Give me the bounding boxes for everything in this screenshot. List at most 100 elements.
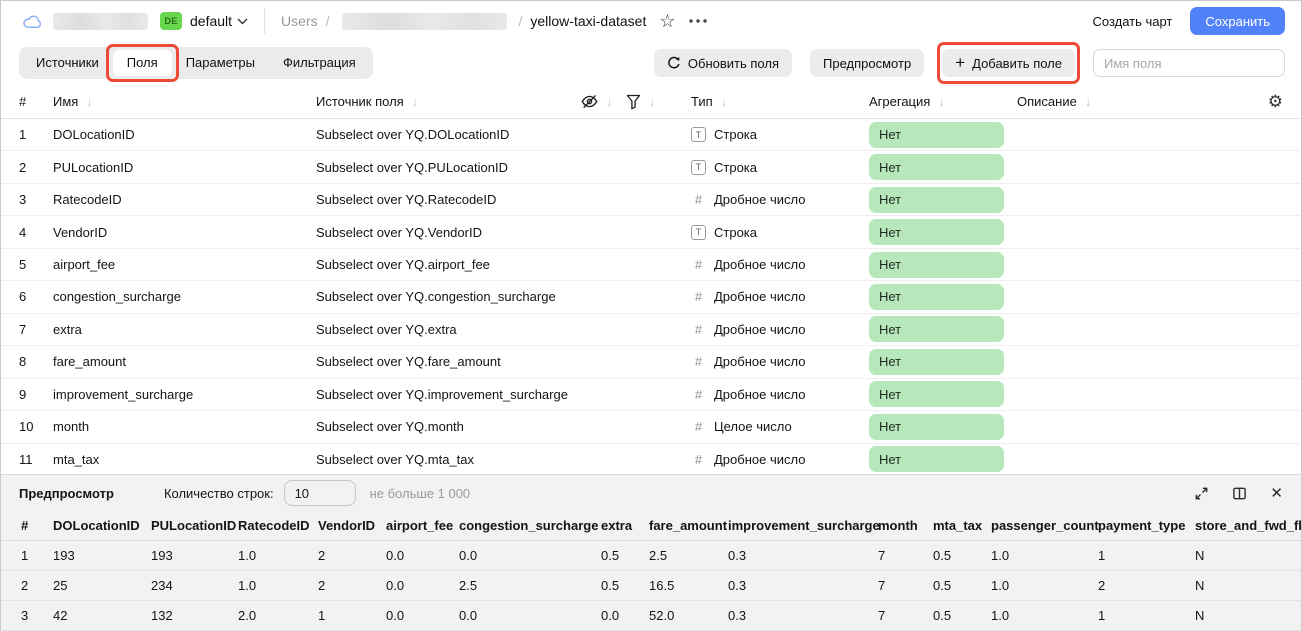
preview-cell: 193 [53, 548, 75, 563]
create-chart-button[interactable]: Создать чарт [1092, 13, 1173, 29]
folder-switcher[interactable]: default [190, 13, 248, 29]
field-name[interactable]: extra [53, 321, 82, 337]
field-name[interactable]: mta_tax [53, 451, 100, 467]
expand-preview-icon[interactable] [1194, 486, 1209, 501]
preview-cell: 1 [318, 608, 326, 623]
tab-parameters[interactable]: Параметры [185, 55, 255, 70]
preview-cell: 3 [21, 608, 29, 623]
preview-table-body: 1 193 193 1.0 2 0.0 0.0 0.5 2.5 0.3 7 0.5 1.0 1 N 2 25 23… [1, 541, 1301, 631]
aggregation-badge[interactable]: Нет [869, 219, 1004, 246]
preview-cell: 2 [1098, 578, 1106, 593]
field-type[interactable]: # Целое число [691, 419, 869, 434]
col-hidden[interactable]: ↓ [581, 93, 626, 110]
field-type-label: Дробное число [714, 451, 806, 467]
aggregation-badge[interactable]: Нет [869, 413, 1004, 440]
field-type[interactable]: T Строка [691, 159, 869, 175]
col-aggregation[interactable]: Агрегация ↓ [869, 94, 1017, 109]
split-view-icon[interactable] [1232, 486, 1247, 501]
preview-title: Предпросмотр [19, 485, 114, 501]
field-type[interactable]: # Дробное число [691, 289, 869, 304]
row-count-input[interactable] [283, 480, 356, 506]
preview-col-header: # [21, 518, 29, 533]
preview-cell: 0.5 [933, 578, 952, 593]
aggregation-badge[interactable]: Нет [869, 121, 1004, 148]
field-type[interactable]: # Дробное число [691, 192, 869, 207]
field-name[interactable]: VendorID [53, 224, 108, 240]
table-settings-gear-icon[interactable]: ⚙ [1267, 92, 1283, 111]
col-source[interactable]: Источник поля ↓ [316, 94, 581, 109]
preview-toggle-button[interactable]: Предпросмотр [810, 49, 925, 77]
sort-arrow-icon: ↓ [86, 94, 93, 109]
col-name[interactable]: Имя ↓ [53, 94, 316, 109]
field-row: 1 DOLocationID Subselect over YQ.DOLocatio… [1, 119, 1301, 152]
row-number: 11 [19, 451, 33, 467]
preview-cell: 0.5 [601, 578, 620, 593]
field-type[interactable]: T Строка [691, 127, 869, 143]
preview-col-header: VendorID [318, 518, 376, 533]
preview-col-header: airport_fee [386, 518, 454, 533]
top-bar: DE default Users / / yellow-taxi-dataset… [1, 1, 1301, 41]
field-type[interactable]: # Дробное число [691, 387, 869, 402]
sort-arrow-icon: ↓ [720, 94, 728, 109]
field-type[interactable]: T Строка [691, 224, 869, 240]
field-name[interactable]: DOLocationID [53, 127, 135, 143]
preview-cell: 0.5 [933, 608, 952, 623]
col-type[interactable]: Тип ↓ [691, 94, 869, 109]
field-type[interactable]: # Дробное число [691, 257, 869, 272]
field-type[interactable]: # Дробное число [691, 322, 869, 337]
field-name[interactable]: congestion_surcharge [53, 289, 181, 305]
field-type[interactable]: # Дробное число [691, 354, 869, 369]
env-badge: DE [160, 12, 182, 30]
field-source: Subselect over YQ.mta_tax [316, 451, 475, 467]
aggregation-badge[interactable]: Нет [869, 446, 1004, 473]
col-description[interactable]: Описание ↓ [1017, 94, 1239, 109]
number-type-icon: # [694, 386, 703, 402]
field-row: 3 RatecodeID Subselect over YQ.RatecodeID #… [1, 184, 1301, 217]
aggregation-badge[interactable]: Нет [869, 251, 1004, 278]
field-name[interactable]: improvement_surcharge [53, 386, 194, 402]
sort-arrow-icon: ↓ [606, 94, 613, 109]
field-type-label: Дробное число [714, 257, 806, 273]
tab-fields[interactable]: Поля [105, 44, 179, 82]
field-name-search-input[interactable] [1093, 49, 1285, 77]
breadcrumb-users[interactable]: Users [281, 13, 318, 29]
refresh-fields-button[interactable]: Обновить поля [653, 49, 793, 77]
aggregation-badge[interactable]: Нет [869, 381, 1004, 408]
field-type[interactable]: # Дробное число [691, 452, 869, 467]
aggregation-badge[interactable]: Нет [869, 283, 1004, 310]
aggregation-badge[interactable]: Нет [869, 348, 1004, 375]
field-source: Subselect over YQ.PULocationID [316, 159, 508, 175]
col-filter[interactable]: ↓ [626, 94, 691, 110]
breadcrumb-separator: / [518, 13, 523, 29]
field-type-label: Строка [714, 224, 758, 240]
add-field-button[interactable]: + Добавить поле [937, 42, 1080, 84]
field-name[interactable]: airport_fee [53, 257, 116, 273]
field-name[interactable]: RatecodeID [53, 192, 122, 208]
row-count-hint: не больше 1 000 [369, 485, 471, 501]
preview-col-header: passenger_count [991, 518, 1099, 533]
number-type-icon: # [694, 289, 703, 305]
preview-cell: N [1195, 578, 1205, 593]
col-aggregation-label: Агрегация [869, 94, 931, 109]
aggregation-badge[interactable]: Нет [869, 154, 1004, 181]
aggregation-badge[interactable]: Нет [869, 186, 1004, 213]
breadcrumb: Users / / yellow-taxi-dataset [281, 12, 646, 30]
close-preview-icon[interactable]: ✕ [1270, 484, 1283, 502]
col-type-label: Тип [691, 94, 713, 109]
preview-col-header: store_and_fwd_flag [1195, 518, 1302, 533]
field-source: Subselect over YQ.extra [316, 321, 457, 337]
field-name[interactable]: fare_amount [53, 354, 126, 370]
field-name[interactable]: PULocationID [53, 159, 134, 175]
number-type-icon: # [694, 321, 703, 337]
toolbar: Источники Поля Параметры Фильтрация Обно… [1, 41, 1301, 85]
field-type-label: Дробное число [714, 354, 806, 370]
tab-sources[interactable]: Источники [36, 55, 99, 70]
save-button[interactable]: Сохранить [1190, 7, 1285, 35]
field-name[interactable]: month [53, 419, 90, 435]
favorite-star-icon[interactable]: ☆ [659, 11, 676, 31]
aggregation-badge[interactable]: Нет [869, 316, 1004, 343]
preview-col-header: PULocationID [151, 518, 237, 533]
field-source: Subselect over YQ.fare_amount [316, 354, 501, 370]
ellipsis-menu-icon[interactable] [689, 19, 708, 23]
tab-filtering[interactable]: Фильтрация [283, 55, 356, 70]
